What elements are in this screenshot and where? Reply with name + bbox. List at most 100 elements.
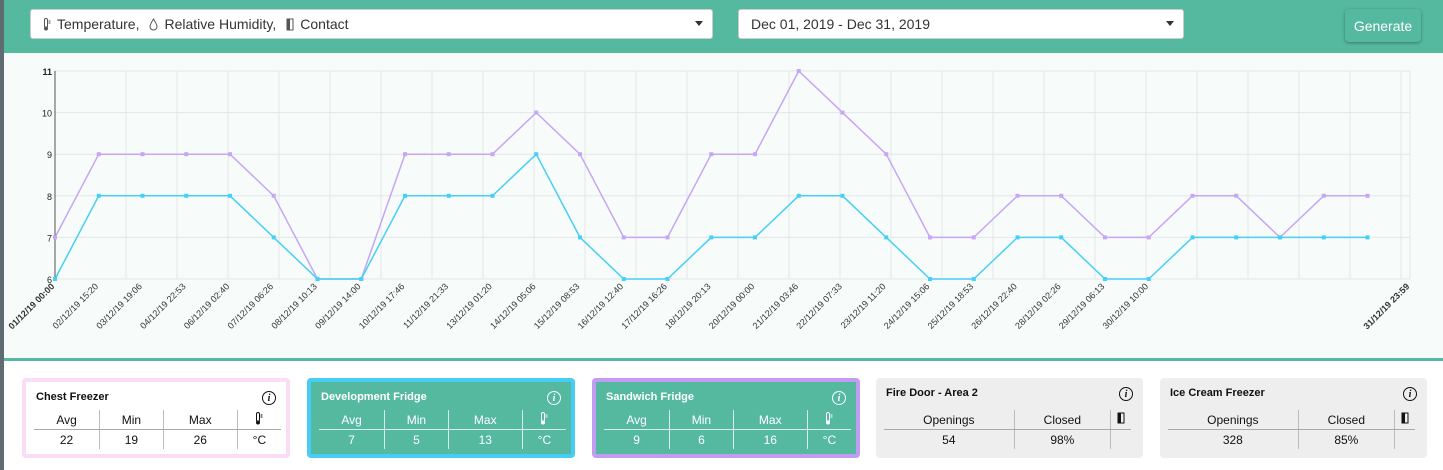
card-header: Min — [669, 410, 734, 430]
date-range-select[interactable]: Dec 01, 2019 - Dec 31, 2019 — [738, 9, 1184, 39]
data-point — [621, 277, 626, 281]
x-tick-label: 08/12/19 10:13 — [269, 281, 319, 331]
data-point — [1234, 235, 1239, 240]
data-point — [403, 193, 407, 198]
sel-contact: Contact — [286, 16, 349, 32]
card-value: 13 — [447, 429, 523, 449]
card-title: Sandwich Fridge — [606, 391, 695, 403]
sel-humidity-label: Relative Humidity, — [164, 16, 277, 32]
card-header: Avg — [604, 410, 670, 430]
x-tick-label: 13/12/19 01:20 — [444, 281, 494, 331]
chart-area — [4, 53, 1443, 358]
chevron-down-icon — [695, 21, 703, 26]
sensor-card[interactable]: Development Fridge i Avg Min Max 7 5 13 °C — [307, 378, 575, 458]
x-tick-label: 20/12/19 00:00 — [707, 281, 757, 331]
data-point — [1321, 193, 1326, 198]
generate-button[interactable]: Generate — [1345, 9, 1421, 42]
data-point — [184, 152, 189, 157]
x-tick-label: 18/12/19 20:13 — [663, 281, 713, 331]
card-stats-table: Avg Min Max 9 6 16 °C — [604, 410, 851, 449]
data-point — [709, 152, 714, 157]
data-point — [578, 152, 582, 157]
data-point — [621, 235, 626, 240]
sel-humidity: Relative Humidity, — [149, 16, 276, 32]
y-tick-label: 10 — [42, 109, 52, 119]
data-point — [490, 152, 495, 157]
sel-contact-label: Contact — [300, 16, 349, 32]
data-point — [971, 235, 976, 240]
sensor-type-select[interactable]: Temperature, Relative Humidity, Contact — [30, 9, 713, 39]
data-point — [796, 193, 801, 198]
card-unit: °C — [806, 429, 851, 449]
data-point — [1059, 193, 1064, 198]
data-point — [1015, 193, 1020, 198]
info-icon[interactable]: i — [832, 391, 846, 405]
info-icon[interactable]: i — [547, 391, 561, 405]
data-point — [1146, 277, 1151, 281]
card-value: 26 — [162, 429, 238, 449]
info-icon[interactable]: i — [262, 391, 276, 405]
data-point — [403, 152, 407, 157]
card-title: Fire Door - Area 2 — [886, 387, 978, 399]
card-title: Chest Freezer — [36, 391, 109, 403]
chevron-down-icon — [1166, 21, 1174, 26]
y-tick-label: 7 — [47, 233, 52, 243]
card-value: 7 — [348, 432, 355, 447]
x-tick-label: 30/12/19 10:00 — [1101, 281, 1151, 331]
y-tick-label: 6 — [47, 275, 52, 285]
data-point — [271, 235, 276, 240]
card-unit: °C — [236, 429, 281, 449]
y-tick-label: 8 — [47, 192, 52, 202]
data-point — [534, 152, 539, 157]
x-tick-label: 06/12/19 02:40 — [182, 281, 232, 331]
x-tick-label: 01/12/19 00:00 — [7, 281, 57, 331]
data-point — [534, 110, 539, 115]
thermometer-icon — [521, 410, 566, 430]
data-point — [928, 277, 932, 281]
data-point — [1015, 235, 1020, 240]
info-icon[interactable]: i — [1403, 387, 1417, 401]
x-tick-label: 21/12/19 03:46 — [751, 281, 801, 331]
card-header: Closed — [1013, 410, 1111, 430]
droplet-icon — [149, 17, 158, 30]
card-header: Max — [162, 410, 238, 430]
x-tick-label: 29/12/19 06:13 — [1057, 281, 1107, 331]
data-point — [315, 277, 320, 281]
data-point — [971, 277, 976, 281]
sensor-card[interactable]: Sandwich Fridge i Avg Min Max 9 6 16 °C — [592, 378, 860, 458]
data-point — [840, 110, 845, 115]
data-point — [1059, 235, 1064, 240]
card-value: 22 — [59, 432, 74, 447]
data-point — [140, 193, 145, 198]
sensor-card[interactable]: Chest Freezer i Avg Min Max 22 19 26 °C — [22, 378, 290, 458]
card-header: Max — [447, 410, 523, 430]
card-value: 54 — [942, 432, 956, 447]
info-icon[interactable]: i — [1119, 387, 1133, 401]
x-tick-label: 03/12/19 19:06 — [94, 281, 144, 331]
x-tick-label: 23/12/19 11:20 — [839, 281, 888, 330]
data-point — [53, 235, 57, 240]
data-point — [53, 277, 57, 281]
data-point — [578, 235, 582, 240]
data-point — [1365, 235, 1370, 240]
sensor-card[interactable]: Fire Door - Area 2 i Openings Closed 54 98% — [876, 378, 1143, 458]
card-empty-cell — [1110, 429, 1131, 449]
data-point — [228, 152, 232, 157]
sel-temperature-label: Temperature, — [57, 16, 140, 32]
thermometer-icon — [806, 410, 851, 430]
data-point — [884, 235, 889, 240]
data-point — [140, 152, 145, 157]
data-point — [796, 69, 801, 73]
data-point — [928, 235, 932, 240]
data-point — [228, 193, 232, 198]
x-tick-label: 15/12/19 08:53 — [532, 281, 582, 331]
data-point — [1103, 277, 1107, 281]
card-stats-table: Avg Min Max 7 5 13 °C — [319, 410, 566, 449]
card-value: 98% — [1013, 429, 1111, 449]
card-value: 9 — [633, 432, 640, 447]
data-point — [490, 193, 495, 198]
left-border — [0, 0, 4, 470]
door-icon — [286, 18, 294, 30]
sensor-card[interactable]: Ice Cream Freezer i Openings Closed 328 85% — [1160, 378, 1427, 458]
